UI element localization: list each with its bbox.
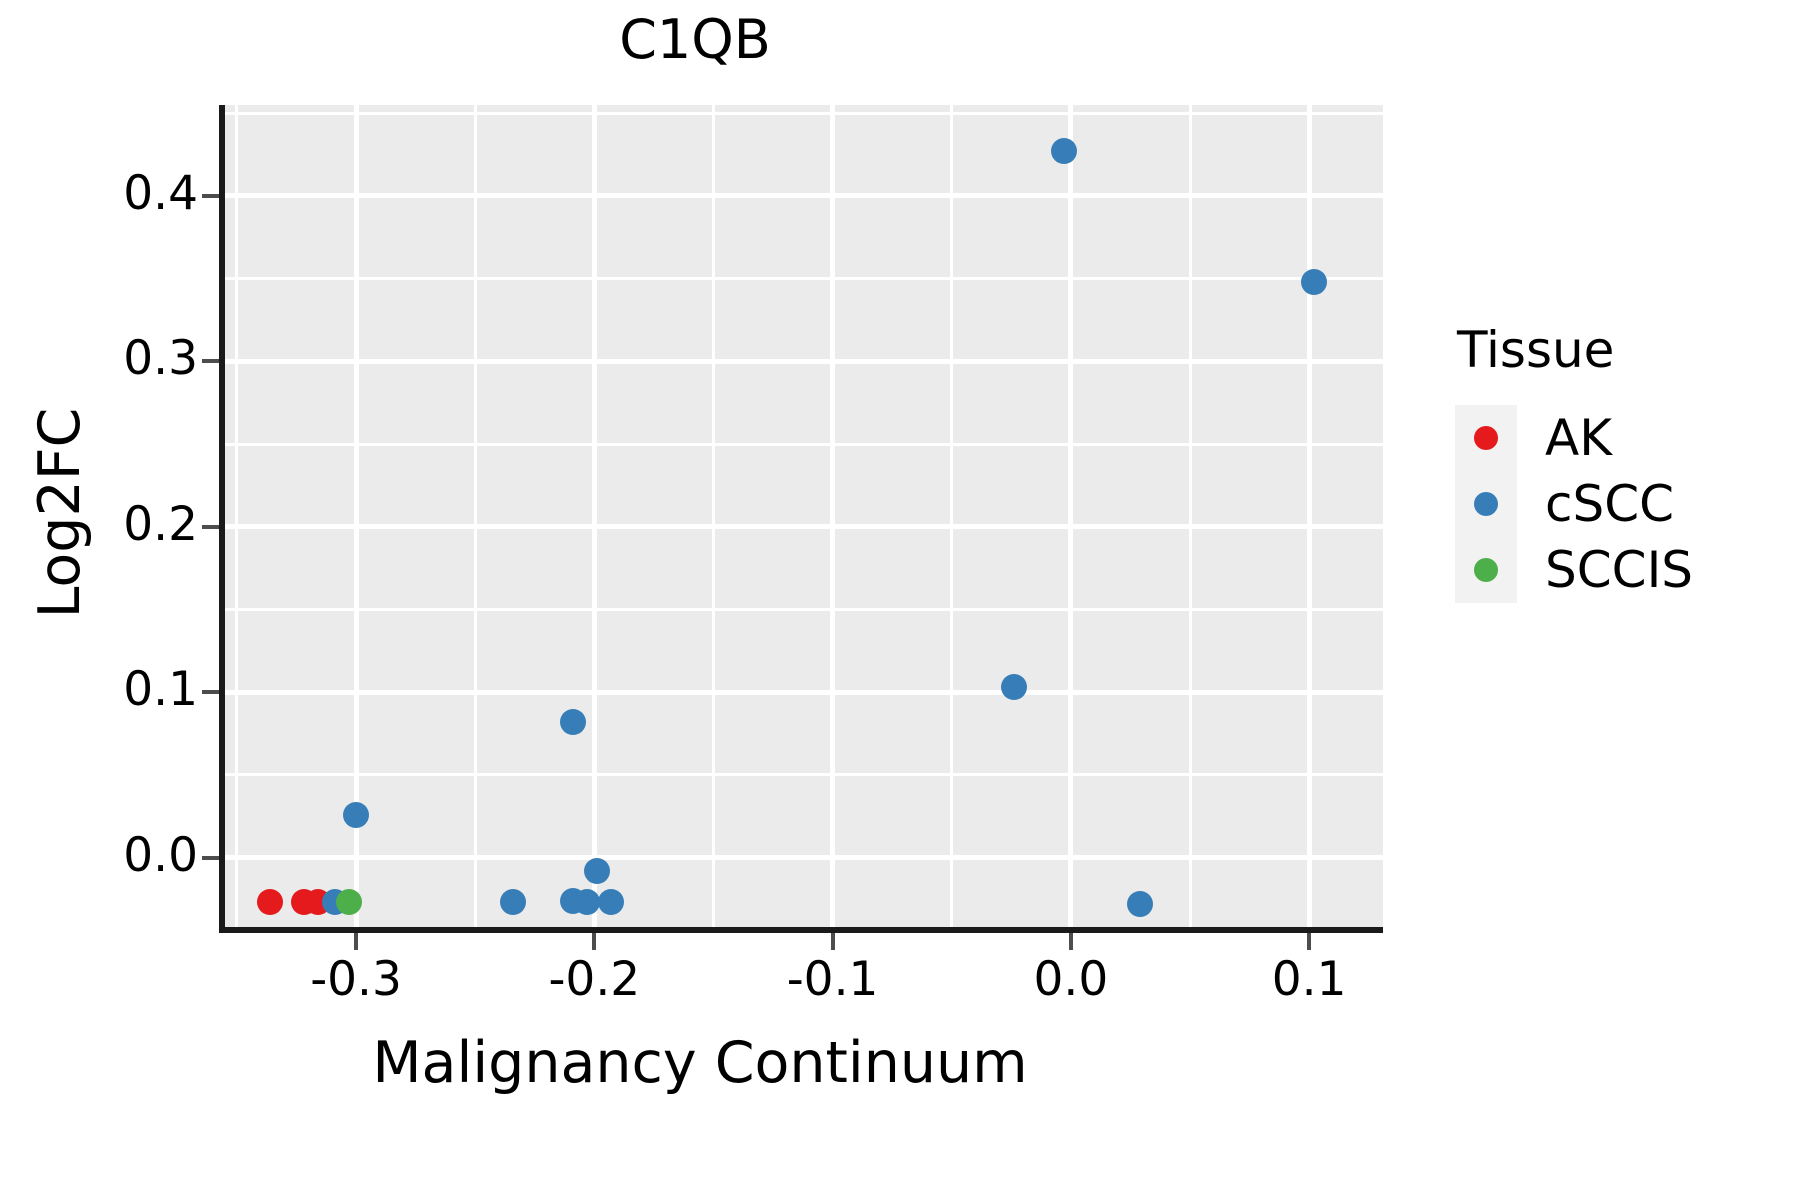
legend-entries: AK cSCC SCCIS [1455, 405, 1785, 603]
gridline-x-minor [711, 105, 715, 927]
y-tick-mark [202, 524, 219, 529]
y-tick-label: 0.2 [123, 496, 198, 552]
gridline-y-minor [225, 773, 1383, 777]
gridline-x-minor [235, 105, 239, 927]
gridline-x-major [353, 105, 359, 927]
data-point [559, 708, 586, 735]
data-point [1126, 890, 1153, 917]
gridline-y-major [225, 524, 1383, 530]
legend-key-swatch [1455, 471, 1517, 537]
data-point [583, 857, 610, 884]
x-tick-mark [592, 933, 597, 950]
data-point [1300, 268, 1327, 295]
data-point [500, 889, 527, 916]
x-axis-title: Malignancy Continuum [372, 1030, 1028, 1096]
y-tick-mark [202, 359, 219, 364]
gridline-x-minor [1188, 105, 1192, 927]
gridline-y-minor [225, 607, 1383, 611]
y-axis-line [219, 105, 225, 927]
y-tick-label: 0.4 [123, 165, 198, 221]
x-tick-label: 0.0 [1033, 952, 1109, 1007]
legend-entry-ak[interactable]: AK [1455, 405, 1785, 471]
gridline-x-minor [950, 105, 954, 927]
data-point [574, 889, 601, 916]
data-point [1000, 674, 1027, 701]
x-tick-mark [1307, 933, 1312, 950]
page-title: C1QB [619, 8, 771, 71]
y-tick-mark [202, 690, 219, 695]
gridline-y-minor [225, 111, 1383, 115]
gridline-x-minor [473, 105, 477, 927]
gridline-x-major [830, 105, 836, 927]
legend-key-swatch [1455, 405, 1517, 471]
y-tick-mark [202, 855, 219, 860]
gridline-y-major [225, 689, 1383, 695]
y-axis-title: Log2FC [27, 407, 93, 619]
y-tick-label: 0.0 [123, 827, 198, 883]
legend-entry-label: cSCC [1545, 475, 1675, 533]
data-point [257, 889, 284, 916]
legend-dot-icon [1474, 492, 1498, 516]
gridline-y-minor [225, 277, 1383, 281]
x-tick-label: -0.2 [548, 952, 641, 1007]
x-tick-label: -0.1 [786, 952, 879, 1007]
data-point [598, 889, 624, 916]
gridline-y-major [225, 358, 1383, 364]
gridline-x-major [1068, 105, 1074, 927]
x-tick-mark [830, 933, 835, 950]
y-tick-mark [202, 193, 219, 198]
legend-entry-cscc[interactable]: cSCC [1455, 471, 1785, 537]
gridline-y-minor [225, 442, 1383, 446]
legend-entry-label: SCCIS [1545, 541, 1694, 599]
x-tick-mark [1068, 933, 1073, 950]
legend-dot-icon [1474, 426, 1498, 450]
y-tick-label: 0.3 [123, 331, 198, 387]
legend-entry-label: AK [1545, 409, 1612, 467]
x-axis-line [219, 927, 1383, 933]
data-point [343, 801, 370, 828]
x-tick-mark [354, 933, 359, 950]
x-tick-label: 0.1 [1271, 952, 1347, 1007]
legend-dot-icon [1474, 558, 1498, 582]
gridline-y-major [225, 193, 1383, 199]
gridline-y-major [225, 855, 1383, 861]
gridline-x-major [591, 105, 597, 927]
legend-title: Tissue [1457, 321, 1615, 379]
x-tick-label: -0.3 [310, 952, 402, 1007]
plot-panel [225, 105, 1383, 927]
data-point [335, 889, 362, 916]
legend-key-swatch [1455, 537, 1517, 603]
legend-entry-sccis[interactable]: SCCIS [1455, 537, 1785, 603]
legend: Tissue AK cSCC SCCIS [1455, 325, 1785, 603]
gridline-x-major [1306, 105, 1312, 927]
data-point [1050, 138, 1077, 165]
y-tick-label: 0.1 [123, 662, 198, 718]
